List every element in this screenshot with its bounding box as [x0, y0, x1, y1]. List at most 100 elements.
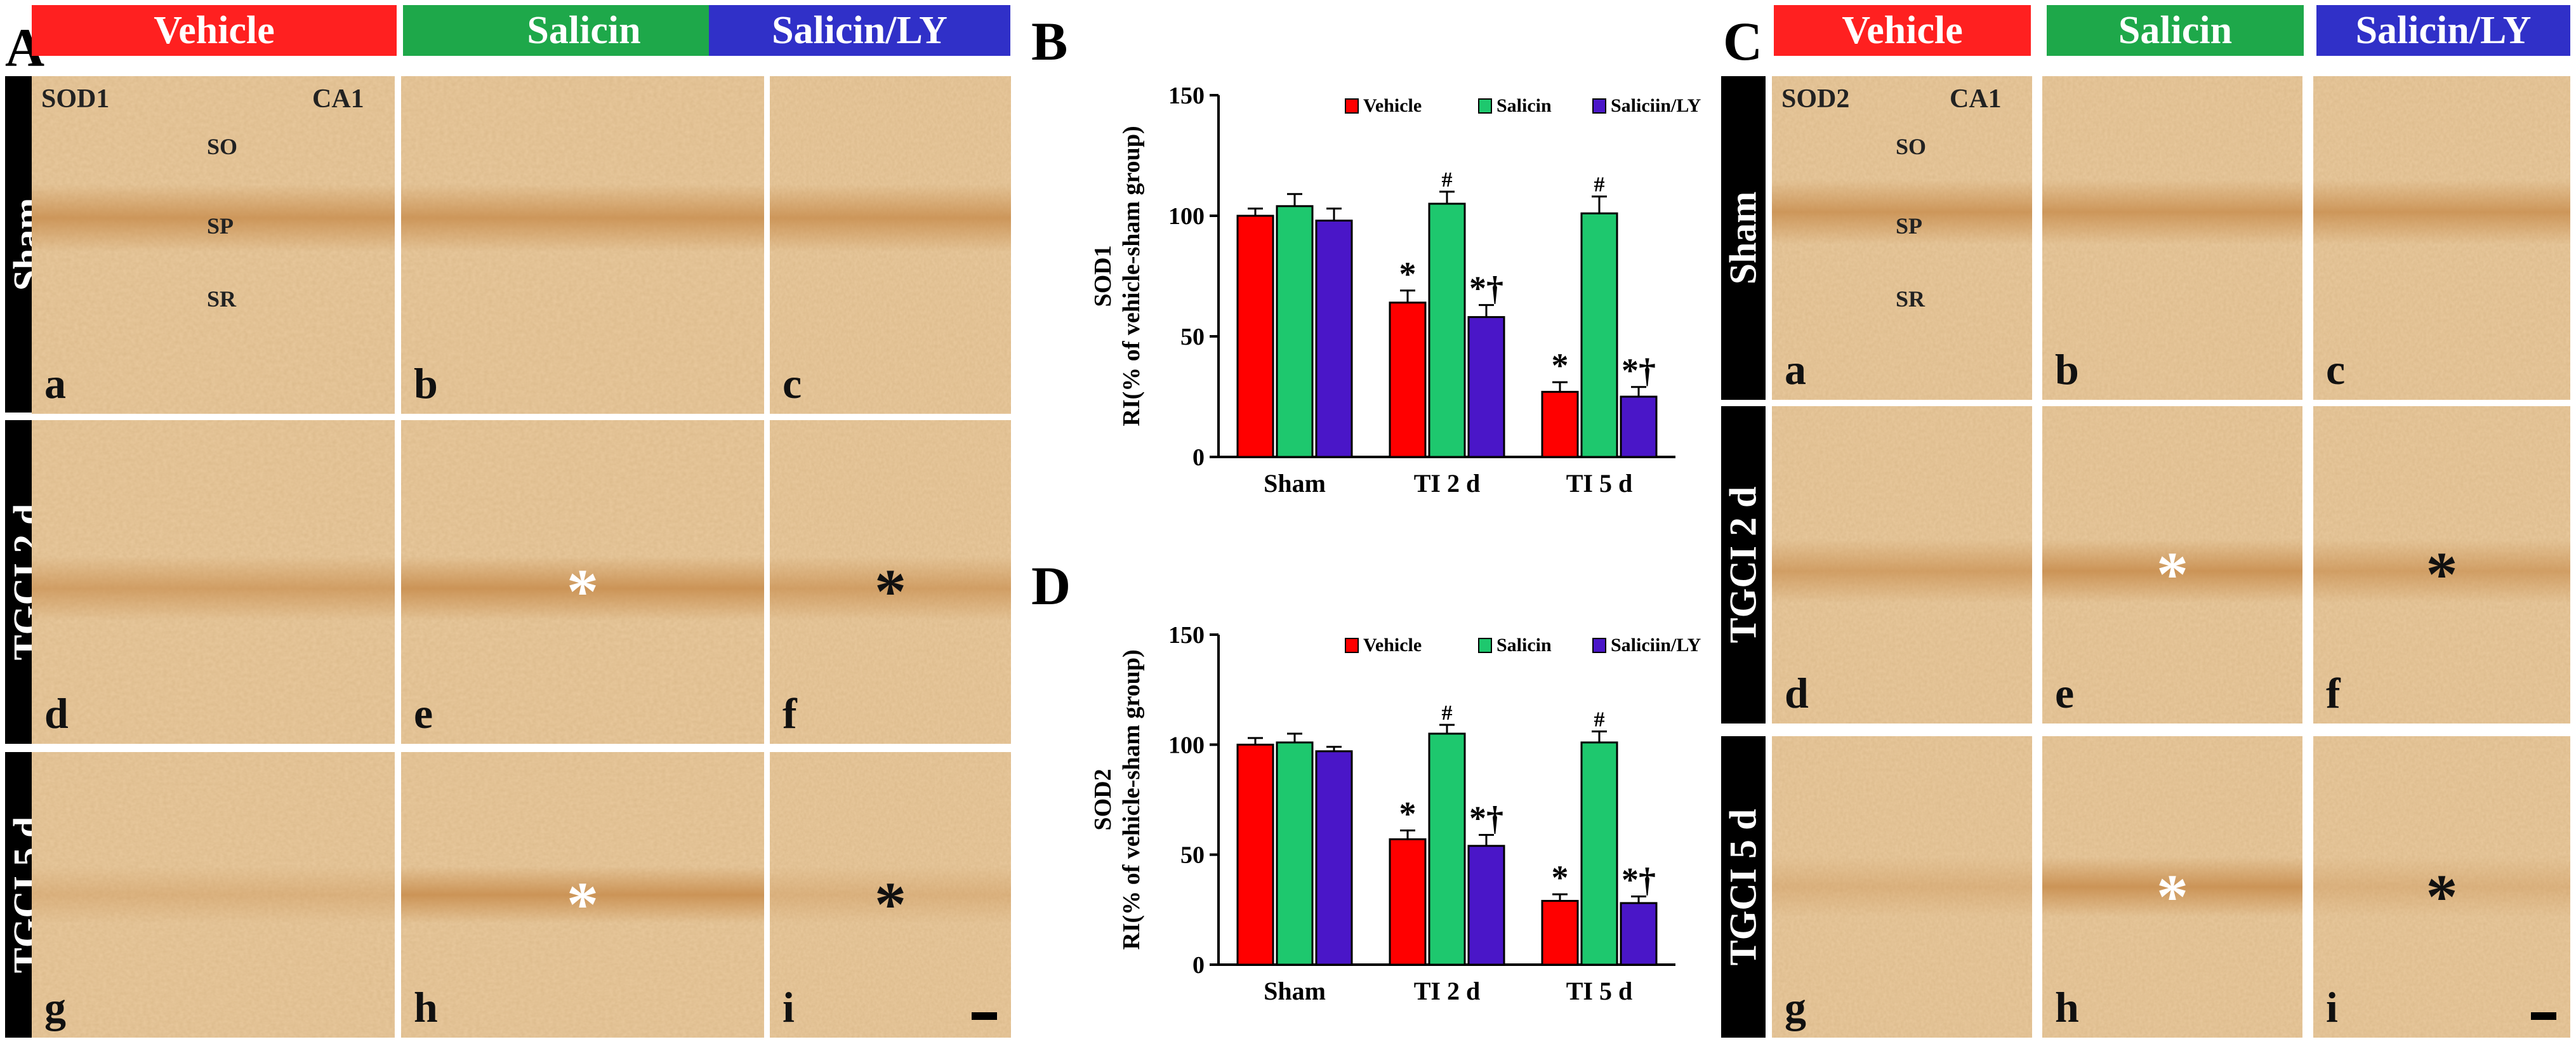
a-sublabel: c: [783, 359, 802, 407]
c-region-label: CA1: [1950, 84, 2002, 114]
c-scale-bar: [2531, 1012, 2556, 1020]
x-tick-label: TI 5 d: [1566, 977, 1633, 1005]
bar-saliciinly-2: [1620, 902, 1658, 966]
a-asterisk-marker: *: [875, 869, 906, 939]
c-sublabel: a: [1785, 345, 1806, 393]
a-micrograph-d: d: [32, 420, 395, 744]
bar-salicin-2: [1580, 212, 1618, 458]
significance-marker: *†: [1622, 861, 1656, 899]
bar-saliciinly-2: [1620, 395, 1658, 458]
c-layer-sp: SP: [1896, 213, 1923, 239]
bar-saliciinly-0: [1315, 220, 1353, 458]
c-micrograph-d: d: [1772, 406, 2032, 724]
significance-marker: #: [1594, 708, 1605, 732]
significance-marker: *†: [1622, 352, 1656, 390]
bar-saliciinly-0: [1315, 750, 1353, 966]
c-asterisk-marker: *: [2157, 539, 2188, 609]
a-micrograph-a: a SOD1 CA1 SO SP SR: [32, 76, 395, 414]
a-micrograph-g: g: [32, 752, 395, 1038]
row-label-tgci2-c: TGCI 2 d: [1721, 406, 1766, 724]
a-sublabel: e: [414, 689, 433, 737]
bar-salicin-0: [1276, 205, 1314, 458]
a-micrograph-c: c: [770, 76, 1011, 414]
bar-saliciinly-1: [1467, 845, 1505, 966]
a-micrograph-e: e *: [401, 420, 764, 744]
a-sublabel: i: [783, 983, 795, 1031]
panel-letter-d: D: [1031, 555, 1071, 616]
significance-marker: *: [1552, 347, 1569, 385]
a-micrograph-h: h *: [401, 752, 764, 1038]
legend-swatch: [1478, 98, 1492, 114]
legend-label: Saliciin/LY: [1611, 635, 1701, 656]
significance-marker: #: [1442, 701, 1453, 725]
header-vehicle-c: Vehicle: [1774, 5, 2031, 56]
significance-marker: *: [1399, 255, 1417, 293]
legend-swatch: [1345, 98, 1359, 114]
y-tick-label: 0: [1192, 444, 1205, 471]
header-salicin-ly-a: Salicin/LY: [709, 5, 1010, 56]
a-region-label: CA1: [312, 84, 364, 114]
chart-d-svg: 0 50 100 150 RI(% of vehicle-sham group)SOD2…: [1090, 622, 1701, 1005]
a-layer-so: SO: [207, 134, 238, 159]
y-tick-label: 150: [1168, 622, 1205, 649]
x-tick-label: Sham: [1264, 469, 1326, 498]
bar-salicin-1: [1428, 202, 1466, 458]
a-layer-sp: SP: [207, 213, 234, 239]
legend-swatch: [1592, 638, 1606, 653]
x-tick-label: TI 2 d: [1414, 977, 1481, 1005]
a-sublabel: b: [414, 359, 438, 407]
a-sublabel: h: [414, 983, 438, 1031]
x-tick-label: TI 2 d: [1414, 469, 1481, 498]
c-asterisk-marker: *: [2157, 861, 2188, 932]
x-tick-label: TI 5 d: [1566, 469, 1633, 498]
legend-swatch: [1345, 638, 1359, 653]
significance-marker: #: [1594, 173, 1605, 197]
chart-d: 0 50 100 150 RI(% of vehicle-sham group) SOD2…: [1079, 609, 1701, 1041]
a-sublabel: d: [44, 689, 69, 737]
bar-vehicle-2: [1541, 899, 1579, 966]
chart-b: 0 50 100 150 RI(% of vehicle-sham group) SOD1…: [1079, 70, 1701, 533]
a-layer-sr: SR: [207, 286, 237, 312]
c-micrograph-i: i *: [2313, 736, 2570, 1038]
bar-vehicle-2: [1541, 390, 1579, 458]
bar-vehicle-1: [1389, 301, 1427, 458]
c-layer-so: SO: [1896, 134, 1927, 159]
a-sublabel: g: [44, 983, 66, 1031]
c-asterisk-marker: *: [2426, 861, 2458, 932]
bar-salicin-2: [1580, 741, 1618, 966]
significance-marker: *: [1399, 795, 1417, 833]
y-axis-title: SOD1: [1090, 245, 1116, 307]
header-salicin-ly-c: Salicin/LY: [2316, 5, 2570, 56]
row-label-sham-c: Sham: [1721, 76, 1766, 400]
legend-label: Vehicle: [1363, 95, 1422, 116]
c-sublabel: g: [1785, 983, 1806, 1031]
legend-label: Vehicle: [1363, 635, 1422, 656]
c-sublabel: f: [2326, 669, 2341, 717]
c-micrograph-b: b: [2042, 76, 2302, 400]
x-tick-label: Sham: [1264, 977, 1326, 1005]
bar-salicin-1: [1428, 732, 1466, 966]
c-micrograph-c: c: [2313, 76, 2570, 400]
bar-salicin-0: [1276, 741, 1314, 966]
chart-b-svg: 0 50 100 150 RI(% of vehicle-sham group)SOD1…: [1090, 83, 1701, 498]
legend-label: Salicin: [1496, 95, 1552, 116]
c-asterisk-marker: *: [2426, 539, 2458, 609]
a-asterisk-marker: *: [567, 869, 598, 939]
c-sublabel: i: [2326, 983, 2338, 1031]
c-sublabel: e: [2055, 669, 2075, 717]
c-stain-label: SOD2: [1781, 84, 1850, 114]
y-axis-title: SOD2: [1090, 769, 1116, 830]
y-tick-label: 0: [1192, 952, 1205, 979]
panel-letter-b: B: [1031, 11, 1068, 72]
significance-marker: *†: [1469, 270, 1503, 308]
a-asterisk-marker: *: [875, 556, 906, 626]
panel-letter-c: C: [1723, 11, 1763, 72]
y-tick-label: 100: [1168, 732, 1205, 758]
header-salicin-a: Salicin: [403, 5, 765, 56]
c-micrograph-e: e *: [2042, 406, 2302, 724]
y-tick-label: 150: [1168, 83, 1205, 109]
a-scale-bar: [972, 1012, 997, 1020]
y-tick-label: 100: [1168, 203, 1205, 230]
a-sublabel: a: [44, 359, 66, 407]
y-tick-label: 50: [1180, 842, 1205, 869]
